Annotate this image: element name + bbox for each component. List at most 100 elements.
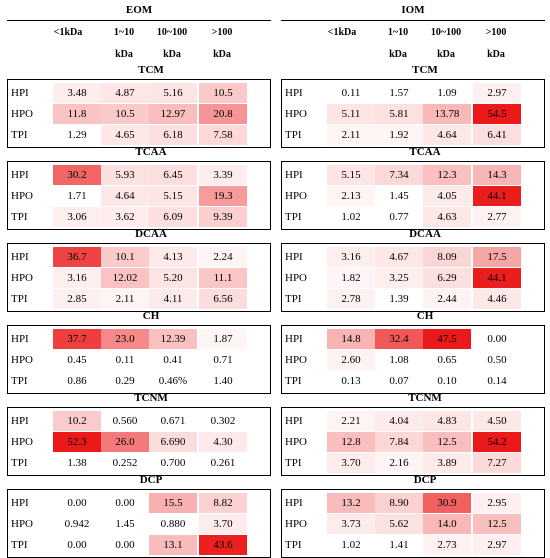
row-label: TPI: [285, 211, 302, 223]
header-rule: [281, 20, 545, 21]
heatmap-cell: 3.73: [327, 514, 375, 534]
row-label: TPI: [11, 129, 28, 141]
heatmap-cell: 5.11: [327, 104, 375, 124]
heatmap-cell: 32.4: [375, 329, 423, 349]
heatmap-cell: 0.10: [423, 371, 471, 391]
heatmap-cell: 0.50: [473, 350, 521, 370]
heatmap-cell: 1.38: [53, 453, 101, 473]
header-rule: [7, 20, 271, 21]
heatmap-cell: 4.64: [423, 125, 471, 145]
heatmap-cell: 44.1: [473, 268, 521, 288]
heatmap-cell: 6.41: [473, 125, 521, 145]
group-title: TCM: [412, 64, 438, 76]
column-header: 10~100 kDa: [156, 27, 188, 60]
heatmap-cell: 0.13: [327, 371, 375, 391]
heatmap-cell: 2.97: [473, 535, 521, 555]
row-label: HPO: [285, 436, 308, 448]
heatmap-cell: 6.56: [199, 289, 247, 309]
heatmap-cell: 26.0: [101, 432, 149, 452]
heatmap-cell: 1.82: [327, 268, 375, 288]
heatmap-cell: 4.11: [149, 289, 197, 309]
heatmap-cell: 2.78: [327, 289, 375, 309]
group-border: [7, 325, 271, 394]
heatmap-cell: 0.00: [473, 329, 521, 349]
heatmap-cell: 2.24: [199, 247, 247, 267]
heatmap-cell: 0.45: [53, 350, 101, 370]
heatmap-cell: 12.5: [473, 514, 521, 534]
heatmap-cell: 12.39: [149, 329, 197, 349]
heatmap-cell: 0.00: [53, 535, 101, 555]
heatmap-cell: 14.8: [327, 329, 375, 349]
heatmap-cell: 2.21: [327, 411, 375, 431]
row-label: HPO: [285, 354, 308, 366]
heatmap-cell: 5.16: [149, 83, 197, 103]
heatmap-cell: 4.64: [101, 186, 149, 206]
row-label: HPO: [11, 190, 34, 202]
column-header: 1~10 kDa: [113, 27, 135, 60]
row-label: TPI: [11, 293, 28, 305]
heatmap-cell: 5.15: [149, 186, 197, 206]
group-border: [7, 79, 271, 148]
heatmap-cell: 12.02: [101, 268, 149, 288]
row-label: TPI: [285, 129, 302, 141]
heatmap-cell: 9.39: [199, 207, 247, 227]
row-label: HPI: [285, 251, 303, 263]
heatmap-cell: 0.77: [375, 207, 423, 227]
heatmap-cell: 4.13: [149, 247, 197, 267]
row-label: HPI: [11, 169, 29, 181]
row-label: HPI: [11, 497, 29, 509]
heatmap-cell: 3.70: [199, 514, 247, 534]
row-label: HPO: [11, 272, 34, 284]
row-label: TPI: [285, 539, 302, 551]
heatmap-cell: 54.5: [473, 104, 521, 124]
heatmap-cell: 1.87: [199, 329, 247, 349]
row-label: HPI: [11, 415, 29, 427]
row-label: TPI: [285, 293, 302, 305]
group-title: TCNM: [408, 392, 442, 404]
heatmap-cell: 8.09: [423, 247, 471, 267]
row-label: TPI: [11, 375, 28, 387]
heatmap-cell: 0.11: [327, 83, 375, 103]
column-header: <1kDa: [327, 27, 357, 38]
heatmap-cell: 23.0: [101, 329, 149, 349]
heatmap-cell: 37.7: [53, 329, 101, 349]
row-label: HPI: [285, 169, 303, 181]
row-label: TPI: [285, 375, 302, 387]
heatmap-cell: 5.20: [149, 268, 197, 288]
heatmap-cell: 6.29: [423, 268, 471, 288]
heatmap-cell: 1.02: [327, 207, 375, 227]
group-title: CH: [416, 310, 434, 322]
heatmap-cell: 10.5: [199, 83, 247, 103]
heatmap-cell: 0.252: [101, 453, 149, 473]
heatmap-cell: 0.65: [423, 350, 471, 370]
heatmap-cell: 0.41: [149, 350, 197, 370]
row-label: HPO: [285, 190, 308, 202]
heatmap-cell: 7.84: [375, 432, 423, 452]
row-label: HPO: [11, 108, 34, 120]
row-label: HPO: [11, 436, 34, 448]
heatmap-cell: 2.13: [327, 186, 375, 206]
heatmap-cell: 12.5: [423, 432, 471, 452]
group-border: [281, 243, 545, 312]
heatmap-cell: 11.1: [199, 268, 247, 288]
group-border: [7, 161, 271, 230]
row-label: HPI: [285, 333, 303, 345]
heatmap-cell: 11.8: [53, 104, 101, 124]
heatmap-cell: 0.942: [53, 514, 101, 534]
heatmap-cell: 3.16: [327, 247, 375, 267]
heatmap-cell: 0.29: [101, 371, 149, 391]
row-label: TPI: [285, 457, 302, 469]
heatmap-cell: 2.95: [473, 493, 521, 513]
heatmap-cell: 20.8: [199, 104, 247, 124]
heatmap-cell: 1.45: [101, 514, 149, 534]
row-label: HPO: [285, 518, 308, 530]
heatmap-cell: 0.261: [199, 453, 247, 473]
heatmap-cell: 10.2: [53, 411, 101, 431]
column-header: 1~10 kDa: [387, 27, 409, 60]
heatmap-cell: 1.41: [375, 535, 423, 555]
heatmap-cell: 3.16: [53, 268, 101, 288]
heatmap-cell: 2.77: [473, 207, 521, 227]
heatmap-cell: 4.05: [423, 186, 471, 206]
row-label: HPO: [285, 108, 308, 120]
row-label: HPI: [285, 497, 303, 509]
